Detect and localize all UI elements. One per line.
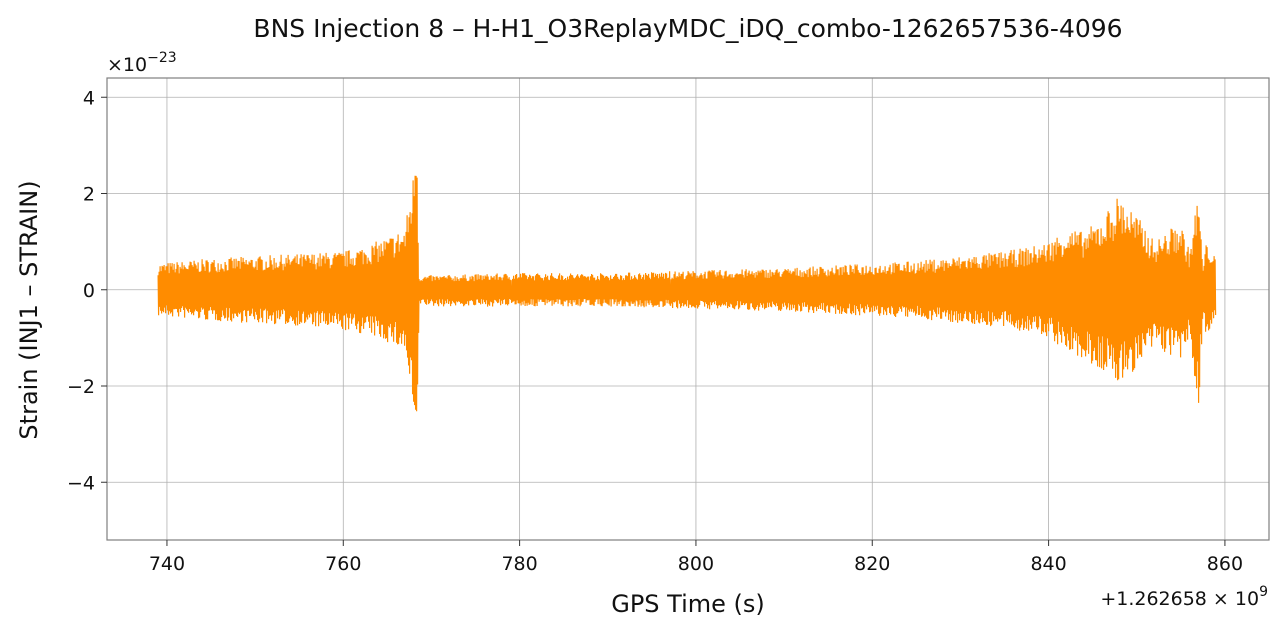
y-tick-label: 4 (83, 87, 95, 109)
y-tick-label: 0 (83, 280, 95, 302)
y-scale-factor: ×10−23 (107, 50, 177, 76)
x-offset-label: +1.262658 × 109 (1100, 584, 1268, 610)
chart-title: BNS Injection 8 – H-H1_O3ReplayMDC_iDQ_c… (253, 14, 1122, 43)
x-tick-label: 840 (1030, 553, 1066, 575)
y-tick-label: −4 (67, 472, 95, 494)
strain-series (157, 175, 1217, 412)
plot-area (157, 175, 1217, 412)
x-tick-label: 760 (325, 553, 361, 575)
x-tick-label: 780 (501, 553, 537, 575)
x-axis-label: GPS Time (s) (611, 590, 765, 618)
strain-series-line (157, 175, 1217, 412)
y-tick-label: −2 (67, 376, 95, 398)
x-tick-label: 800 (678, 553, 714, 575)
x-tick-label: 820 (854, 553, 890, 575)
axes-frame (106, 77, 1270, 541)
y-axis-label: Strain (INJ1 – STRAIN) (15, 180, 43, 439)
x-tick-label: 740 (149, 553, 185, 575)
y-tick-label: 2 (83, 184, 95, 206)
y-axis-ticks: −4 −2 0 2 4 (67, 87, 107, 494)
x-axis-ticks: 740 760 780 800 820 840 860 (149, 540, 1243, 575)
x-tick-label: 860 (1207, 553, 1243, 575)
